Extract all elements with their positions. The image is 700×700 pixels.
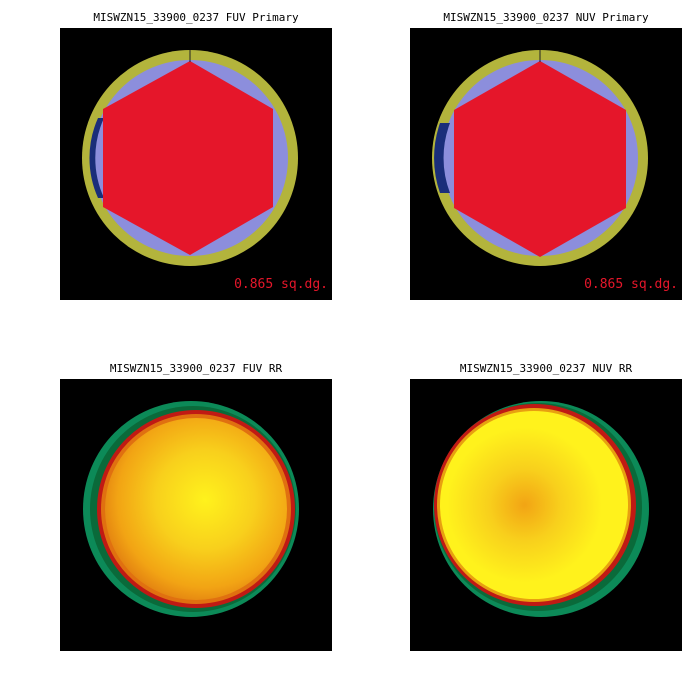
yellow-core [105,418,287,600]
nuv-rr-panel [410,379,682,651]
panel-title-nuv-primary: MISWZN15_33900_0237 NUV Primary [443,11,649,24]
fuv-primary-image [82,50,298,266]
red-hexagon [103,61,273,255]
panel-title-fuv-rr: MISWZN15_33900_0237 FUV RR [109,362,283,375]
dark-blue-edge [89,118,104,198]
fuv-rr-image [83,401,299,617]
nuv-primary-image [432,50,648,266]
fuv-primary-panel: 0.865 sq.dg. [60,28,332,300]
panel-title-nuv-rr: MISWZN15_33900_0237 NUV RR [459,362,633,375]
area-label-fuv: 0.865 sq.dg. [234,277,328,292]
yellow-core [440,411,628,599]
fuv-rr-panel [60,379,332,651]
nuv-primary-panel: 0.865 sq.dg. [410,28,682,300]
dark-blue-edge [434,123,450,193]
red-hexagon [454,61,626,257]
nuv-rr-image [433,401,649,617]
area-label-nuv: 0.865 sq.dg. [584,277,678,292]
panel-title-fuv-primary: MISWZN15_33900_0237 FUV Primary [93,11,299,24]
